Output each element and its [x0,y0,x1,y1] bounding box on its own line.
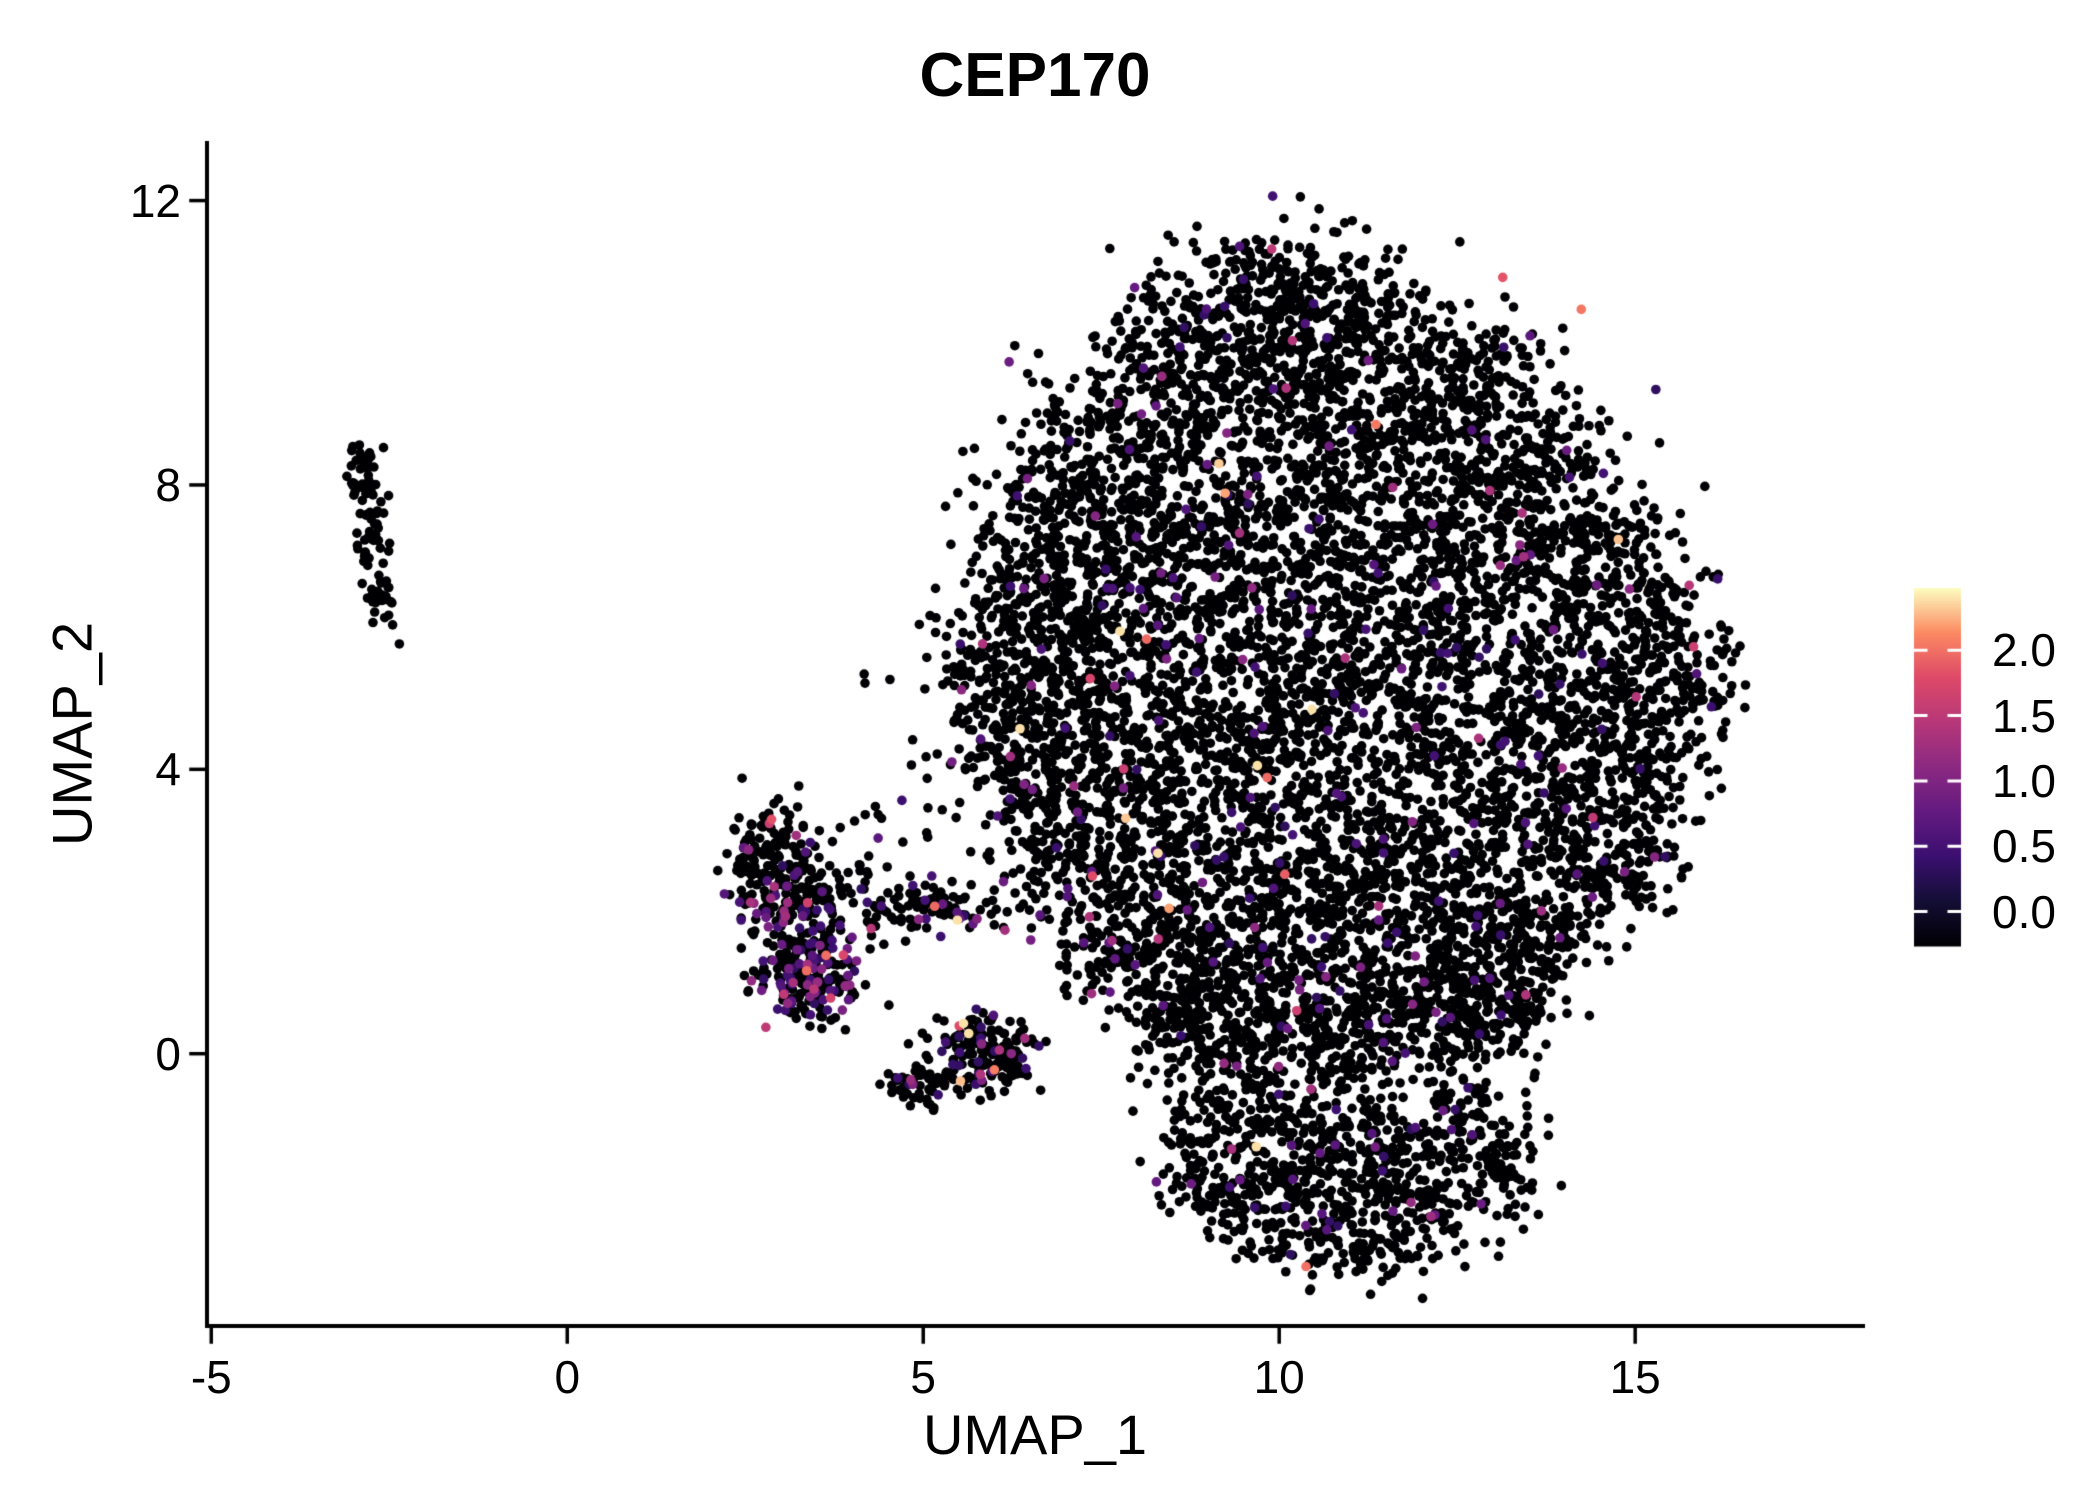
x-tick-label-2: 5 [910,1351,937,1403]
y-tick-label-1: 4 [155,743,181,796]
x-tick-label-1: 0 [554,1351,581,1403]
colorbar-tick-label-0: 2.0 [1992,624,2056,677]
x-tick-label-3: 10 [1253,1351,1305,1403]
plot-title: CEP170 [919,41,1151,110]
y-tick-label-2: 8 [155,458,181,511]
colorbar-tick-label-2: 1.0 [1992,754,2056,807]
y-tick-label-3: 12 [129,174,181,227]
y-tick-label-0: 0 [155,1027,181,1080]
x-tick-label-4: 15 [1609,1351,1661,1403]
x-axis-title: UMAP_1 [922,1403,1148,1466]
y-axis-title: UMAP_2 [40,621,104,847]
colorbar-tick-label-1: 1.5 [1992,689,2056,742]
colorbar-tick-label-3: 0.5 [1992,820,2056,873]
x-tick-label-0: -5 [190,1351,232,1403]
colorbar-tick-label-4: 0.0 [1992,885,2056,938]
